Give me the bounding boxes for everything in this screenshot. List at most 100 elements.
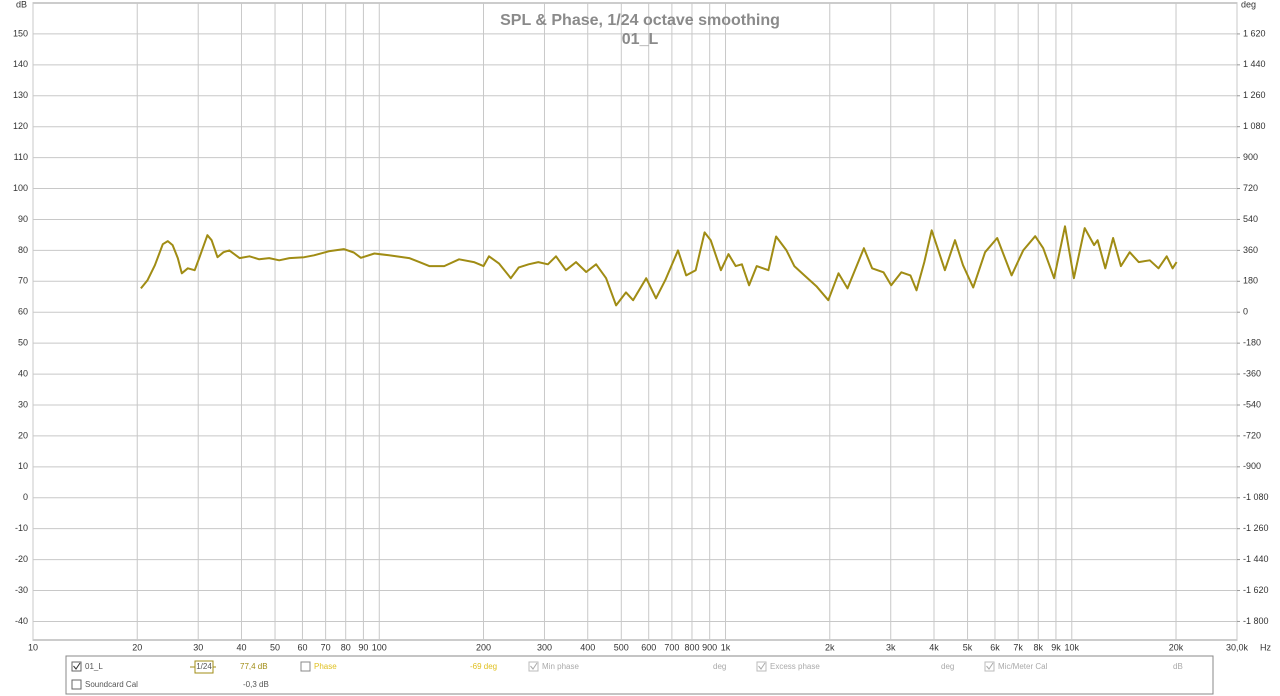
y2-tick-label: -900 (1243, 461, 1261, 471)
x-tick-label: 60 (297, 642, 307, 652)
y2-tick-label: -180 (1243, 338, 1261, 348)
y-tick-label: 80 (18, 245, 28, 255)
check (758, 662, 766, 670)
y-tick-label: -20 (15, 554, 28, 564)
y2-tick-label: 180 (1243, 276, 1258, 286)
excess-phase-label: Excess phase (770, 662, 820, 671)
x-tick-label: 90 (358, 642, 368, 652)
spl-value: 77,4 dB (240, 662, 268, 671)
y2-tick-label: 1 260 (1243, 90, 1266, 100)
y-tick-label: 100 (13, 183, 28, 193)
y-tick-label: 130 (13, 90, 28, 100)
min-phase-label: Min phase (542, 662, 579, 671)
x-tick-label: 3k (886, 642, 896, 652)
x-tick-label: 2k (825, 642, 835, 652)
x-tick-label: 300 (537, 642, 552, 652)
y-tick-label: 120 (13, 121, 28, 131)
y2-tick-label: 360 (1243, 245, 1258, 255)
x-tick-label: 5k (963, 642, 973, 652)
grid (32, 3, 1238, 640)
y2-tick-label: 1 620 (1243, 28, 1266, 38)
y2-axis-label: deg (1241, 0, 1256, 9)
x-tick-label: 70 (321, 642, 331, 652)
y2-tick-label: 0 (1243, 307, 1248, 317)
x-tick-label: 700 (664, 642, 679, 652)
x-tick-label: 20k (1169, 642, 1184, 652)
soundcard-cal-label: Soundcard Cal (85, 680, 138, 689)
chart-title: SPL & Phase, 1/24 octave smoothing (500, 12, 780, 29)
x-tick-label: 100 (372, 642, 387, 652)
x-tick-label: 7k (1013, 642, 1023, 652)
smoothing-box[interactable] (194, 660, 214, 674)
mic-cal-unit: dB (1173, 662, 1183, 671)
checkbox[interactable] (984, 661, 995, 672)
x-tick-label: 4k (929, 642, 939, 652)
phase-value: -69 deg (470, 662, 497, 671)
y2-tick-label: 1 440 (1243, 59, 1266, 69)
y-tick-label: 20 (18, 430, 28, 440)
checkbox[interactable] (528, 661, 539, 672)
y2-tick-label: -540 (1243, 399, 1261, 409)
smoothing[interactable]: 1/24 (196, 662, 212, 671)
x-tick-label: 200 (476, 642, 491, 652)
y2-tick-label: 540 (1243, 214, 1258, 224)
y2-tick-label: 900 (1243, 152, 1258, 162)
check (986, 662, 994, 670)
x-tick-label: 800 (684, 642, 699, 652)
y-tick-label: -10 (15, 523, 28, 533)
y-tick-label: 10 (18, 461, 28, 471)
y2-tick-label: -1 260 (1243, 523, 1269, 533)
min-phase-unit: deg (713, 662, 726, 671)
mic-cal-label: Mic/Meter Cal (998, 662, 1048, 671)
y-tick-label: 40 (18, 368, 28, 378)
y-tick-label: 0 (23, 492, 28, 502)
y-tick-label: -30 (15, 585, 28, 595)
soundcard-cal-value: -0,3 dB (243, 680, 269, 689)
y-tick-label: 70 (18, 276, 28, 286)
series-line (140, 225, 1178, 307)
x-tick-label: 500 (614, 642, 629, 652)
x-tick-label: 9k (1051, 642, 1061, 652)
y2-tick-label: 720 (1243, 183, 1258, 193)
x-tick-label: 20 (132, 642, 142, 652)
x-tick-label: 10 (28, 642, 38, 652)
y2-tick-label: -360 (1243, 368, 1261, 378)
x-tick-label: 1k (721, 642, 731, 652)
y2-tick-label: -1 620 (1243, 585, 1269, 595)
checkbox[interactable] (300, 661, 311, 672)
x-tick-label: 900 (702, 642, 717, 652)
x-unit: Hz (1260, 642, 1271, 652)
plot-area (32, 2, 1238, 641)
y-tick-label: 140 (13, 59, 28, 69)
checkbox[interactable] (71, 679, 82, 690)
x-tick-label: 400 (580, 642, 595, 652)
x-tick-label: 50 (270, 642, 280, 652)
x-tick-label: 30,0k (1226, 642, 1249, 652)
y2-tick-label: -1 800 (1243, 616, 1269, 626)
y-tick-label: 90 (18, 214, 28, 224)
y-tick-label: -40 (15, 616, 28, 626)
y2-tick-label: -1 080 (1243, 492, 1269, 502)
y-axis-label: dB (16, 0, 27, 9)
checkbox[interactable] (756, 661, 767, 672)
x-tick-label: 40 (236, 642, 246, 652)
excess-phase-unit: deg (941, 662, 954, 671)
phase-label: Phase (314, 662, 337, 671)
chart-subtitle: 01_L (622, 31, 659, 48)
control-panel (65, 655, 1214, 695)
y-tick-label: 60 (18, 307, 28, 317)
x-tick-label: 600 (641, 642, 656, 652)
checkbox[interactable] (71, 661, 82, 672)
y2-tick-label: 1 080 (1243, 121, 1266, 131)
y-tick-label: 150 (13, 28, 28, 38)
y-tick-label: 50 (18, 338, 28, 348)
check (530, 662, 538, 670)
x-tick-label: 30 (193, 642, 203, 652)
x-tick-label: 80 (341, 642, 351, 652)
trace-name: 01_L (85, 662, 103, 671)
y2-tick-label: -1 440 (1243, 554, 1269, 564)
y-tick-label: 110 (14, 152, 28, 162)
y-tick-label: 30 (18, 399, 28, 409)
y2-tick-label: -720 (1243, 430, 1261, 440)
